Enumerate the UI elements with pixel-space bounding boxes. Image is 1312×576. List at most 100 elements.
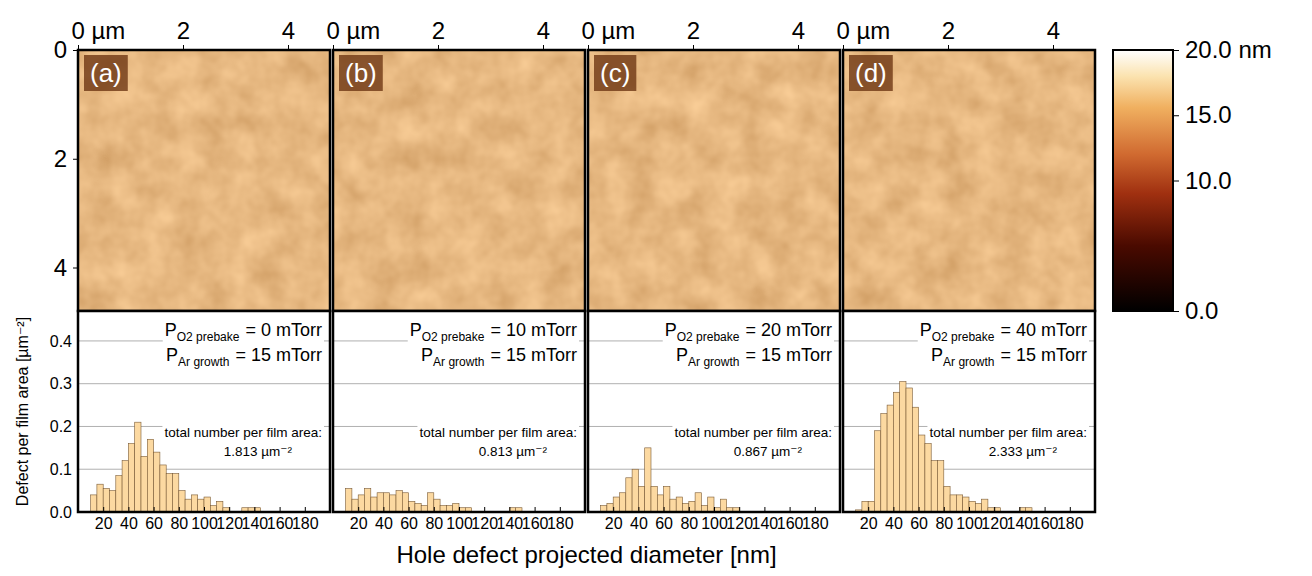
x-axis: 20406080100120140160180 (334, 507, 586, 532)
plot-background (588, 311, 840, 512)
grid (333, 341, 585, 469)
x-axis-tick-mark (128, 507, 129, 512)
afm-x-axis-line (844, 50, 1096, 51)
afm-frame (843, 50, 1095, 311)
histogram-panel (588, 311, 840, 512)
bar (607, 503, 613, 512)
x-axis-tick: 60 (400, 507, 418, 532)
annotation-text: 0.813 µm⁻² (479, 444, 548, 459)
colorbar-axis-tick-label: 15.0 (1185, 101, 1232, 128)
bar (352, 499, 358, 512)
x-axis-tick-mark (154, 507, 155, 512)
bar (963, 497, 969, 512)
afm-x-axis-tick: 4 (282, 17, 295, 50)
x-axis-tick: 20 (860, 507, 878, 532)
annotation: PO2 prebake= 10 mTorr (410, 320, 577, 344)
x-axis-tick-mark (919, 507, 920, 512)
afm-x-axis-tick-mark (333, 45, 334, 50)
afm-frame (78, 50, 330, 311)
x-axis-tick-label: 80 (170, 515, 188, 532)
colorbar-axis-tick-mark (1173, 311, 1179, 312)
afm-x-axis-tick: 2 (177, 17, 190, 50)
x-axis-tick-label: 20 (860, 515, 878, 532)
x-axis-tick: 80 (680, 507, 698, 532)
afm-panel: (d) (843, 50, 1095, 311)
afm-x-axis-tick-mark (1053, 45, 1054, 50)
annotation-symbol: P (665, 320, 677, 340)
y-axis: 0.00.10.20.30.4 (50, 312, 79, 521)
figure: (a)0 µm24024(b)0 µm24(c)0 µm24(d)0 µm242… (0, 0, 1312, 576)
y-axis-tick: 0.4 (50, 333, 78, 350)
annotation: 0.813 µm⁻² (479, 444, 548, 459)
x-axis-tick-label: 180 (292, 515, 319, 532)
afm-x-axis-tick-label: 0 µm (582, 17, 636, 44)
colorbar-axis-tick: 0.0 (1173, 297, 1218, 324)
x-axis-tick-label: 180 (1057, 515, 1084, 532)
annotation: 0.867 µm⁻² (734, 444, 803, 459)
bar (664, 486, 670, 512)
x-axis-tick: 80 (170, 507, 188, 532)
x-axis: 20406080100120140160180 (844, 507, 1096, 532)
x-axis-tick-label: 60 (655, 515, 673, 532)
bar (371, 497, 377, 512)
x-axis-line (589, 512, 841, 513)
annotation-text: = 0 mTorr (245, 320, 322, 340)
x-axis-tick-mark (1045, 507, 1046, 512)
x-axis-tick-label: 100 (701, 515, 728, 532)
annotation-subscript: Ar growth (943, 355, 994, 369)
panel-label-bg (849, 55, 893, 91)
annotation-text: = 40 mTorr (1000, 320, 1087, 340)
x-axis-tick: 120 (471, 507, 498, 532)
bar (670, 499, 676, 512)
y-axis-tick-label: 0.4 (50, 333, 72, 350)
afm-x-axis-tick-label: 0 µm (837, 17, 891, 44)
x-axis-tick: 60 (910, 507, 928, 532)
colorbar-axis-tick-mark (1173, 181, 1179, 182)
plot-background (333, 311, 585, 512)
annotation-text: total number per film area: (929, 425, 1087, 440)
x-axis-tick-mark (868, 507, 869, 512)
bar (122, 461, 128, 512)
x-axis-tick-label: 20 (350, 515, 368, 532)
plot-frame (78, 311, 330, 512)
afm-x-axis-tick-mark (543, 45, 544, 50)
x-axis-tick-mark (613, 507, 614, 512)
x-axis-tick-mark (509, 507, 510, 512)
bar (346, 488, 352, 512)
x-axis-tick: 80 (935, 507, 953, 532)
colorbar-axis-tick-mark (1173, 115, 1179, 116)
x-axis-tick-mark (254, 507, 255, 512)
afm-x-axis-tick-mark (798, 45, 799, 50)
x-axis-tick-label: 120 (471, 515, 498, 532)
bar (179, 491, 185, 512)
annotation-bg (987, 443, 1060, 460)
x-axis-tick: 120 (216, 507, 243, 532)
x-axis-tick-label: 180 (802, 515, 829, 532)
x-axis-tick: 180 (802, 507, 829, 532)
x-axis-tick: 80 (425, 507, 443, 532)
bar (103, 488, 109, 512)
annotation-text: = 20 mTorr (745, 320, 832, 340)
bar (141, 456, 147, 512)
x-axis-tick-label: 20 (95, 515, 113, 532)
bar (128, 444, 134, 512)
bar (638, 486, 644, 512)
bar (173, 474, 179, 512)
panel-label: (c) (600, 58, 630, 88)
afm-x-axis-tick: 4 (1047, 17, 1060, 50)
annotation-symbol: P (920, 320, 932, 340)
annotation-bg (674, 344, 834, 370)
x-axis-tick: 20 (605, 507, 623, 532)
afm-x-axis-tick-label: 4 (282, 17, 295, 44)
bar (969, 501, 975, 512)
x-axis-tick-mark (664, 507, 665, 512)
x-axis-tick: 40 (120, 507, 138, 532)
x-axis-tick-label: 140 (752, 515, 779, 532)
bar (383, 493, 389, 512)
x-axis-tick-label: 100 (191, 515, 218, 532)
bar (358, 495, 364, 512)
afm-x-axis-tick-mark (693, 45, 694, 50)
y-axis-tick-label: 0.2 (50, 418, 72, 435)
annotation-symbol: P (410, 320, 422, 340)
afm-y-axis-tick-label: 2 (54, 145, 67, 172)
